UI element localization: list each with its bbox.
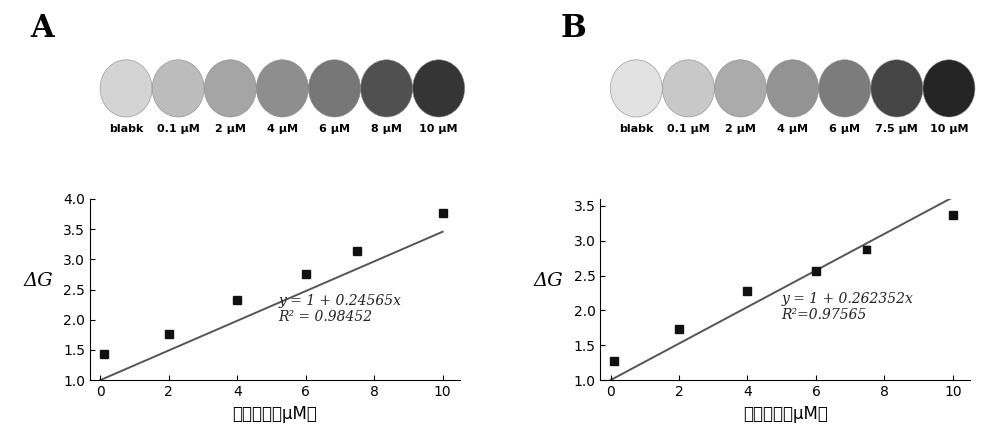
Text: blabk: blabk <box>109 124 143 133</box>
Text: 6 μM: 6 μM <box>829 124 860 133</box>
X-axis label: 甲疑咊唠（μM）: 甲疑咊唠（μM） <box>743 404 828 423</box>
Text: 6 μM: 6 μM <box>319 124 350 133</box>
Text: 10 μM: 10 μM <box>419 124 458 133</box>
Text: 0.1 μM: 0.1 μM <box>667 124 710 133</box>
Text: A: A <box>30 13 54 44</box>
Text: 0.1 μM: 0.1 μM <box>157 124 200 133</box>
Y-axis label: ΔG: ΔG <box>534 271 563 290</box>
Text: 7.5 μM: 7.5 μM <box>875 124 918 133</box>
Y-axis label: ΔG: ΔG <box>23 271 53 290</box>
Text: y = 1 + 0.24565x
R² = 0.98452: y = 1 + 0.24565x R² = 0.98452 <box>278 294 401 324</box>
Text: 8 μM: 8 μM <box>371 124 402 133</box>
Text: 4 μM: 4 μM <box>267 124 298 133</box>
Text: blabk: blabk <box>619 124 653 133</box>
Text: 4 μM: 4 μM <box>777 124 808 133</box>
Text: 10 μM: 10 μM <box>930 124 968 133</box>
Text: 2 μM: 2 μM <box>725 124 756 133</box>
Text: 2 μM: 2 μM <box>215 124 246 133</box>
Text: B: B <box>560 13 586 44</box>
Text: y = 1 + 0.262352x
R²=0.97565: y = 1 + 0.262352x R²=0.97565 <box>782 292 914 322</box>
X-axis label: 甲疑咊唠（μM）: 甲疑咊唠（μM） <box>232 404 317 423</box>
